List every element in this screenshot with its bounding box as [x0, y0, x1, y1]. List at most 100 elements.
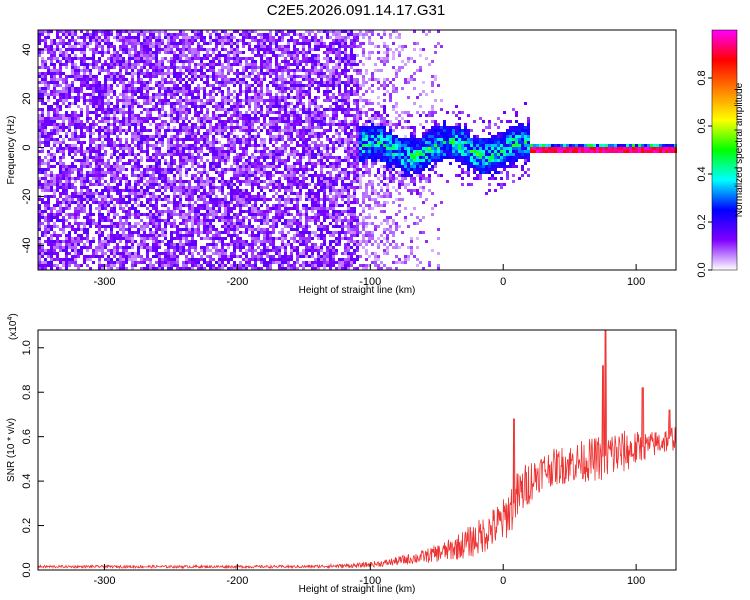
spectrogram-cell — [260, 189, 263, 192]
spectrogram-cell — [62, 261, 65, 264]
spectrogram-cell — [89, 36, 92, 39]
spectrogram-cell — [260, 48, 263, 51]
spectrogram-cell — [50, 132, 53, 135]
spectrogram-cell — [140, 144, 143, 147]
spectrogram-cell — [257, 39, 260, 42]
spectrogram-cell — [215, 138, 218, 141]
spectrogram-cell — [290, 165, 293, 168]
spectrogram-cell — [242, 195, 245, 198]
spectrogram-cell — [191, 117, 194, 120]
spectrogram-cell — [146, 246, 149, 249]
spectrogram-cell — [230, 243, 233, 246]
spectrogram-cell — [95, 192, 98, 195]
spectrogram-cell — [287, 222, 290, 225]
spectrogram-cell — [101, 63, 104, 66]
spectrogram-cell — [218, 150, 221, 153]
spectrogram-cell — [230, 267, 233, 270]
spectrogram-cell — [179, 69, 182, 72]
spectrogram-cell — [143, 228, 146, 231]
spectrogram-cell — [62, 117, 65, 120]
spectrogram-cell — [110, 90, 113, 93]
spectrogram-cell — [266, 264, 269, 267]
spectrogram-cell — [65, 243, 68, 246]
spectrogram-cell — [191, 153, 194, 156]
spectrogram-cell — [44, 168, 47, 171]
spectrogram-cell — [47, 135, 50, 138]
spectrogram-cell — [80, 48, 83, 51]
spectrogram-cell — [224, 75, 227, 78]
spectrogram-cell — [197, 138, 200, 141]
spectrogram-cell — [272, 42, 275, 45]
spectrogram-cell — [251, 243, 254, 246]
spectrogram-cell — [131, 54, 134, 57]
spectrogram-cell — [218, 234, 221, 237]
spectrogram-cell — [74, 153, 77, 156]
spectrogram-cell — [236, 120, 239, 123]
spectrogram-cell — [185, 261, 188, 264]
spectrogram-cell — [284, 126, 287, 129]
spectrogram-cell — [176, 60, 179, 63]
spectrogram-cell — [266, 93, 269, 96]
spectrogram-cell — [125, 210, 128, 213]
spectrogram-cell — [254, 204, 257, 207]
spectrogram-cell — [167, 36, 170, 39]
spectrogram-cell — [293, 264, 296, 267]
spectrogram-cell — [254, 198, 257, 201]
spectrogram-cell — [116, 54, 119, 57]
spectrogram-cell — [200, 123, 203, 126]
spectrogram-cell — [95, 150, 98, 153]
spectrogram-cell — [62, 231, 65, 234]
spectrogram-cell — [254, 117, 257, 120]
spectrogram-cell — [266, 198, 269, 201]
spectrogram-cell — [86, 222, 89, 225]
spectrogram-cell — [95, 138, 98, 141]
spectrogram-cell — [281, 258, 284, 261]
spectrogram-cell — [179, 156, 182, 159]
spectrogram-cell — [122, 162, 125, 165]
spectrogram-cell — [146, 48, 149, 51]
spectrogram-cell — [104, 33, 107, 36]
spectrogram-cell — [278, 249, 281, 252]
spectrogram-cell — [185, 156, 188, 159]
spectrogram-cell — [251, 234, 254, 237]
spectrogram-cell — [275, 81, 278, 84]
spectrogram-cell — [110, 108, 113, 111]
spectrogram-cell — [62, 189, 65, 192]
spectrogram-cell — [233, 231, 236, 234]
spectrogram-cell — [149, 204, 152, 207]
spectrogram-cell — [221, 132, 224, 135]
spectrogram-cell — [206, 192, 209, 195]
spectrogram-cell — [275, 96, 278, 99]
spectrogram-cell — [119, 198, 122, 201]
spectrogram-cell — [95, 156, 98, 159]
spectrogram-cell — [65, 114, 68, 117]
spectrogram-cell — [239, 141, 242, 144]
spectrogram-cell — [98, 129, 101, 132]
spectrogram-cell — [140, 219, 143, 222]
spectrogram-cell — [47, 225, 50, 228]
spectrogram-cell — [80, 141, 83, 144]
spectrogram-cell — [38, 54, 41, 57]
spectrogram-cell — [131, 108, 134, 111]
spectrogram-cell — [158, 159, 161, 162]
spectrogram-cell — [50, 213, 53, 216]
spectrogram-cell — [173, 57, 176, 60]
spectrogram-cell — [41, 135, 44, 138]
spectrogram-cell — [101, 168, 104, 171]
spectrogram-cell — [281, 198, 284, 201]
spectrogram-cell — [188, 132, 191, 135]
spectrogram-cell — [278, 99, 281, 102]
spectrogram-cell — [107, 216, 110, 219]
spectrogram-cell — [254, 219, 257, 222]
spectrogram-cell — [41, 33, 44, 36]
spectrogram-cell — [170, 81, 173, 84]
spectrogram-cell — [98, 57, 101, 60]
spectrogram-cell — [290, 255, 293, 258]
spectrogram-cell — [119, 207, 122, 210]
spectrogram-cell — [56, 243, 59, 246]
spectrogram-cell — [275, 93, 278, 96]
spectrogram-cell — [284, 117, 287, 120]
spectrogram-cell — [128, 42, 131, 45]
spectrogram-cell — [179, 177, 182, 180]
spectrogram-cell — [203, 66, 206, 69]
